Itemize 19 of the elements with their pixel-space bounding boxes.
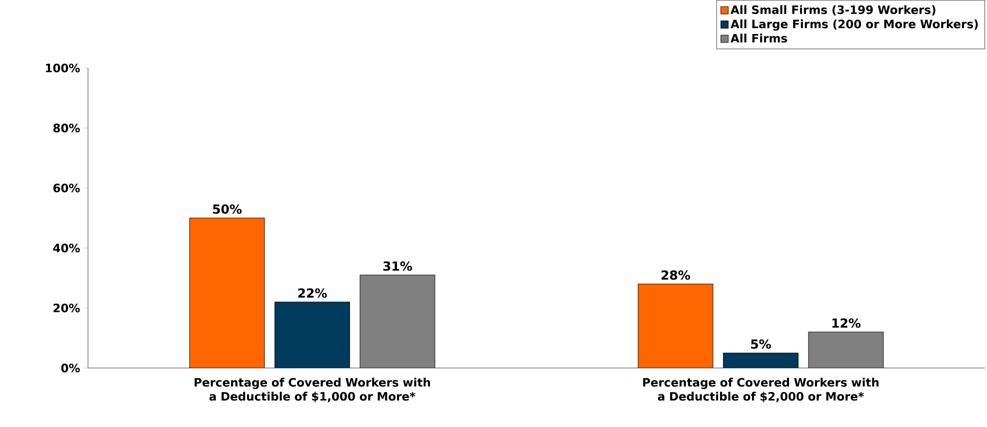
data-label: 28% <box>662 270 690 280</box>
legend-label: All Firms <box>730 34 788 43</box>
bar <box>190 218 264 368</box>
legend-label: All Large Firms (200 or More Workers) <box>730 19 978 31</box>
bar <box>638 284 714 368</box>
y-tick-label: 100% <box>46 64 80 72</box>
legend-label: All Small Firms (3-199 Workers) <box>730 5 936 16</box>
x-tick-label: Percentage of Covered Workers with a Deductible of $1,000 or More* <box>194 378 430 402</box>
y-tick-label: 60% <box>53 184 80 192</box>
y-tick-label: 80% <box>53 124 80 132</box>
data-label: 22% <box>298 288 327 298</box>
y-tick-label: 40% <box>53 244 80 252</box>
y-tick-label: 20% <box>54 304 80 312</box>
data-label: 12% <box>832 318 861 328</box>
data-label: 50% <box>213 204 242 214</box>
y-tick-label: 0% <box>61 364 80 372</box>
x-tick-label: Percentage of Covered Workers with a Deductible of $2,000 or More* <box>643 378 878 402</box>
data-label: 5% <box>751 339 771 349</box>
data-label: 31% <box>383 261 412 271</box>
